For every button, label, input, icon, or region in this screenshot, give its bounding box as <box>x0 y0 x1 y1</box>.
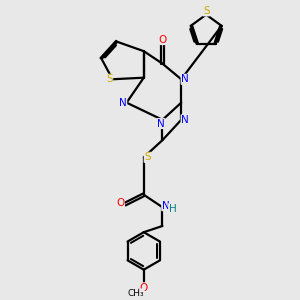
Text: O: O <box>140 283 148 293</box>
Text: O: O <box>116 199 124 208</box>
Text: S: S <box>106 74 113 84</box>
Text: N: N <box>181 115 189 125</box>
Text: N: N <box>157 118 165 129</box>
Text: CH₃: CH₃ <box>128 289 144 298</box>
Text: H: H <box>169 204 176 214</box>
Text: S: S <box>203 6 209 16</box>
Text: N: N <box>181 74 189 84</box>
Text: S: S <box>144 152 151 162</box>
Text: N: N <box>162 201 170 211</box>
Text: N: N <box>119 98 127 108</box>
Text: O: O <box>158 34 166 45</box>
